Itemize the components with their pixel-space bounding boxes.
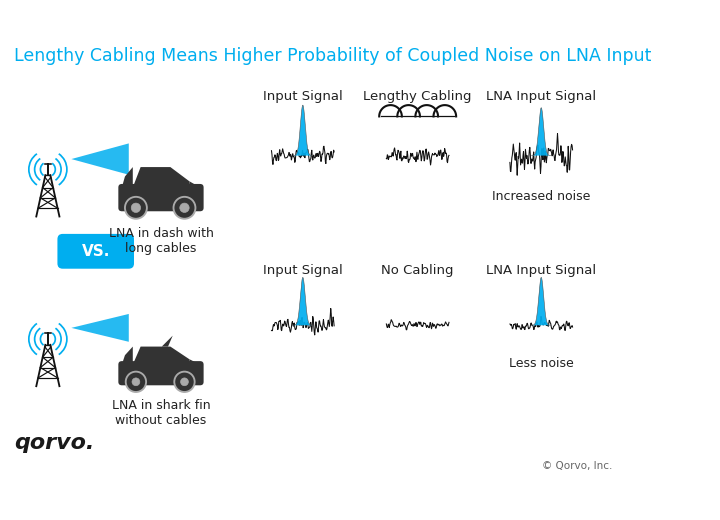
Polygon shape <box>189 181 200 187</box>
Polygon shape <box>122 167 132 187</box>
Polygon shape <box>132 167 191 187</box>
Polygon shape <box>132 346 191 365</box>
Text: qorvo.: qorvo. <box>14 433 94 453</box>
Circle shape <box>174 372 194 392</box>
Text: LNA in shark fin
without cables: LNA in shark fin without cables <box>112 399 210 427</box>
Circle shape <box>131 203 140 213</box>
Text: © Qorvo, Inc.: © Qorvo, Inc. <box>542 461 613 471</box>
Circle shape <box>181 378 189 386</box>
Text: Increased noise: Increased noise <box>492 190 590 203</box>
Polygon shape <box>531 277 551 326</box>
Polygon shape <box>293 105 312 155</box>
Polygon shape <box>71 144 129 175</box>
Polygon shape <box>71 314 129 342</box>
Text: VS.: VS. <box>81 244 110 259</box>
Circle shape <box>125 197 147 219</box>
Text: Lengthy Cabling: Lengthy Cabling <box>364 90 472 103</box>
Text: Less noise: Less noise <box>509 357 574 370</box>
Text: No Cabling: No Cabling <box>382 264 454 277</box>
Text: Input Signal: Input Signal <box>263 90 343 103</box>
Text: LNA in dash with
long cables: LNA in dash with long cables <box>109 227 213 255</box>
Polygon shape <box>162 335 173 346</box>
Circle shape <box>126 372 146 392</box>
FancyBboxPatch shape <box>118 361 204 385</box>
Polygon shape <box>189 359 200 365</box>
Polygon shape <box>122 346 132 365</box>
Text: LNA Input Signal: LNA Input Signal <box>486 90 596 103</box>
FancyBboxPatch shape <box>58 234 134 269</box>
Text: Input Signal: Input Signal <box>263 264 343 277</box>
Polygon shape <box>293 277 312 326</box>
Circle shape <box>132 378 140 386</box>
FancyBboxPatch shape <box>118 184 204 211</box>
Circle shape <box>180 203 189 213</box>
Text: LNA Input Signal: LNA Input Signal <box>486 264 596 277</box>
Text: Lengthy Cabling Means Higher Probability of Coupled Noise on LNA Input: Lengthy Cabling Means Higher Probability… <box>14 47 652 65</box>
Circle shape <box>174 197 195 219</box>
Polygon shape <box>531 108 551 155</box>
